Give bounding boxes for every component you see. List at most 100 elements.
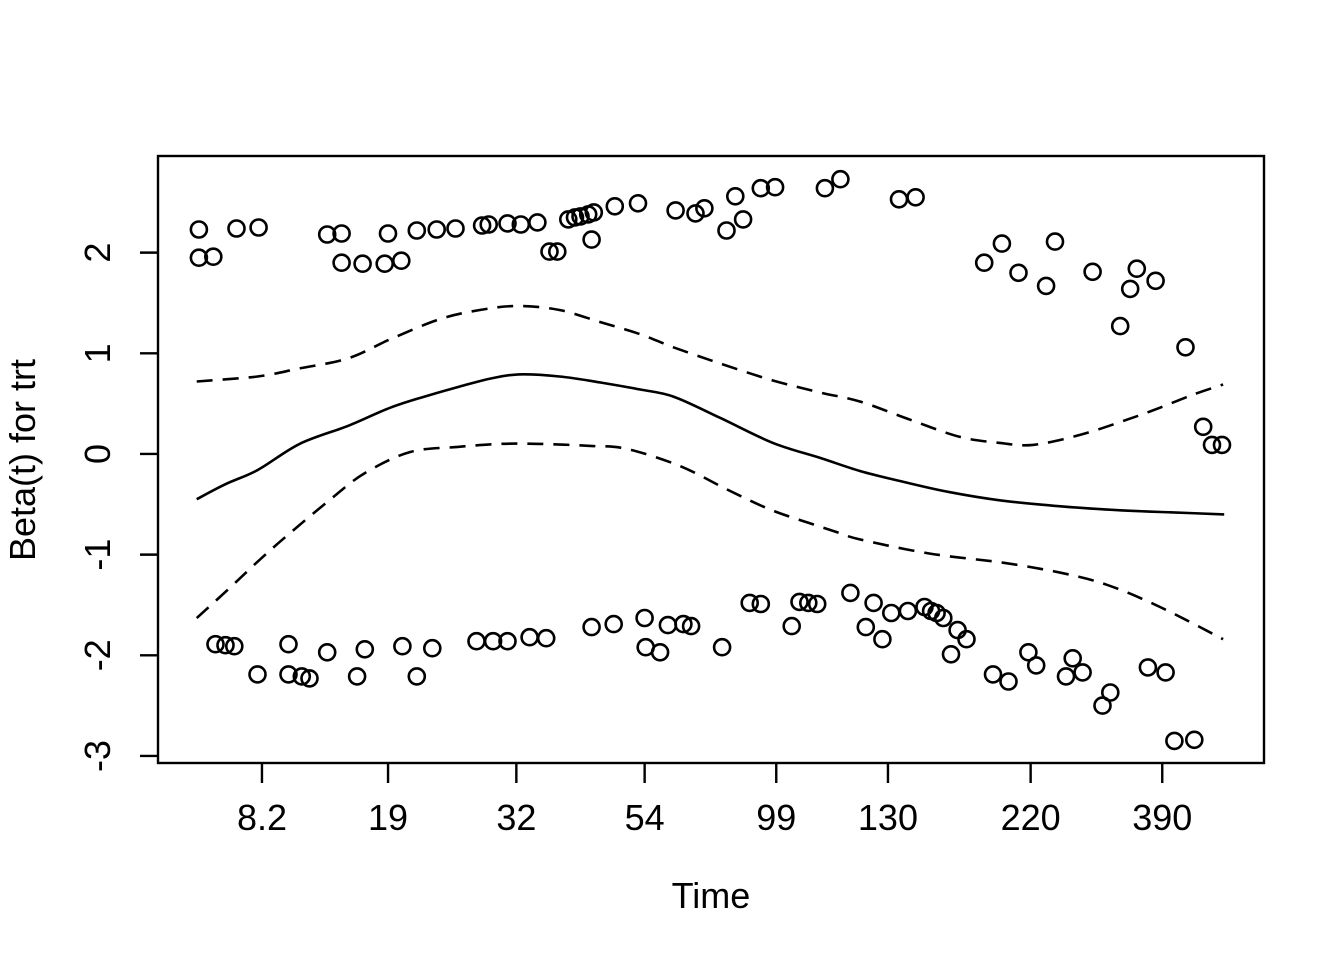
residual-point [1026,656,1046,675]
residual-point [898,601,918,621]
residual-point [528,213,547,232]
residual-point [422,638,442,658]
residual-point [332,253,351,273]
x-tick-label: 54 [625,797,665,838]
residual-point [216,635,235,655]
residual-point [864,593,883,613]
residual-point [1110,316,1130,336]
residual-point [628,194,648,213]
residual-point [765,177,785,197]
residual-point [498,631,517,651]
y-tick-label: 0 [77,444,118,464]
residual-point [798,593,818,613]
residual-point [1185,730,1204,750]
residual-point [605,197,625,216]
residual-point [378,224,398,243]
residual-point [353,254,372,274]
residual-point [941,644,961,664]
residual-point [751,594,771,614]
residual-point [407,221,427,240]
x-axis: 8.2 19 32 54 99 130 220 390 [237,763,1192,838]
residual-point [1056,667,1076,686]
residual-point [375,254,395,274]
residual-point [279,665,298,684]
residual-point [992,234,1012,253]
residual-point [317,225,337,244]
x-tick-label: 130 [858,797,918,838]
residual-point [582,617,601,637]
residual-point [355,639,375,659]
residual-point [815,178,835,198]
residual-point [467,631,486,651]
residual-point [472,216,492,235]
residual-point [604,614,624,634]
residual-point [666,201,685,220]
y-axis: 2 1 0 -1 -2 -3 [77,243,158,772]
y-tick-label: -1 [77,539,118,571]
residual-point [540,242,559,261]
residual-point [393,636,412,656]
x-axis-title: Time [672,875,751,916]
residual-point [407,667,427,686]
residual-point [1101,683,1120,702]
residual-point [695,199,714,218]
residual-point [1138,658,1158,677]
residual-point [999,672,1018,691]
residual-point [1063,648,1082,668]
y-tick-label: -2 [77,639,118,671]
x-tick-label: 32 [496,797,536,838]
residual-point [292,667,312,686]
residual-point [712,637,732,657]
residual-point [873,629,892,649]
residual-point [733,210,753,229]
residual-point [483,631,503,651]
residual-point [1045,232,1065,251]
residual-point [717,221,736,240]
residual-point [1212,435,1232,455]
residual-point [1083,262,1102,282]
residual-point [974,253,994,273]
residual-point [536,628,556,648]
y-axis-title: Beta(t) for trt [2,359,43,561]
residual-point [674,614,693,634]
residual-point [635,608,654,628]
residual-point [498,214,517,233]
y-tick-label: 2 [77,243,118,263]
residual-point [1176,337,1195,357]
residual-point [681,616,701,636]
upper-confidence-band-line [196,304,1224,447]
residual-points [189,169,1232,751]
y-tick-label: -3 [77,740,118,772]
residual-point [1202,435,1222,455]
residual-point [751,178,771,198]
residual-point [686,204,705,223]
x-tick-label: 99 [756,797,796,838]
residual-point [520,627,539,647]
residual-point [347,667,367,686]
residual-point [189,248,209,268]
residual-point [782,616,802,636]
residual-point [1093,696,1112,715]
residual-point [189,220,209,239]
residual-point [1193,417,1213,437]
x-tick-label: 8.2 [237,797,287,838]
residual-point [790,592,809,612]
residual-point [279,634,298,654]
residual-point [658,615,678,635]
residual-point [1156,663,1175,682]
residual-point [249,218,268,237]
residual-point [582,230,601,249]
residual-point [841,583,860,603]
residual-point [983,665,1003,684]
y-tick-label: 1 [77,343,118,363]
residual-point [427,220,447,239]
plot-box [156,154,1266,765]
residual-point [1127,259,1147,279]
residual-point [1073,663,1092,682]
residual-point [571,207,590,226]
residual-point [248,665,267,684]
residual-point [650,642,670,662]
residual-point [957,629,976,649]
residual-point [317,642,337,662]
